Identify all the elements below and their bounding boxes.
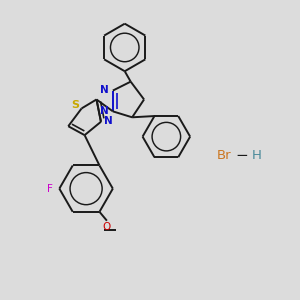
Text: S: S (71, 100, 79, 110)
Text: F: F (47, 184, 53, 194)
Text: N: N (100, 106, 109, 116)
Text: Br: Br (217, 149, 232, 162)
Text: −: − (236, 148, 248, 164)
Text: N: N (100, 85, 109, 95)
Text: H: H (252, 149, 262, 162)
Text: N: N (104, 116, 113, 126)
Text: O: O (103, 222, 111, 232)
